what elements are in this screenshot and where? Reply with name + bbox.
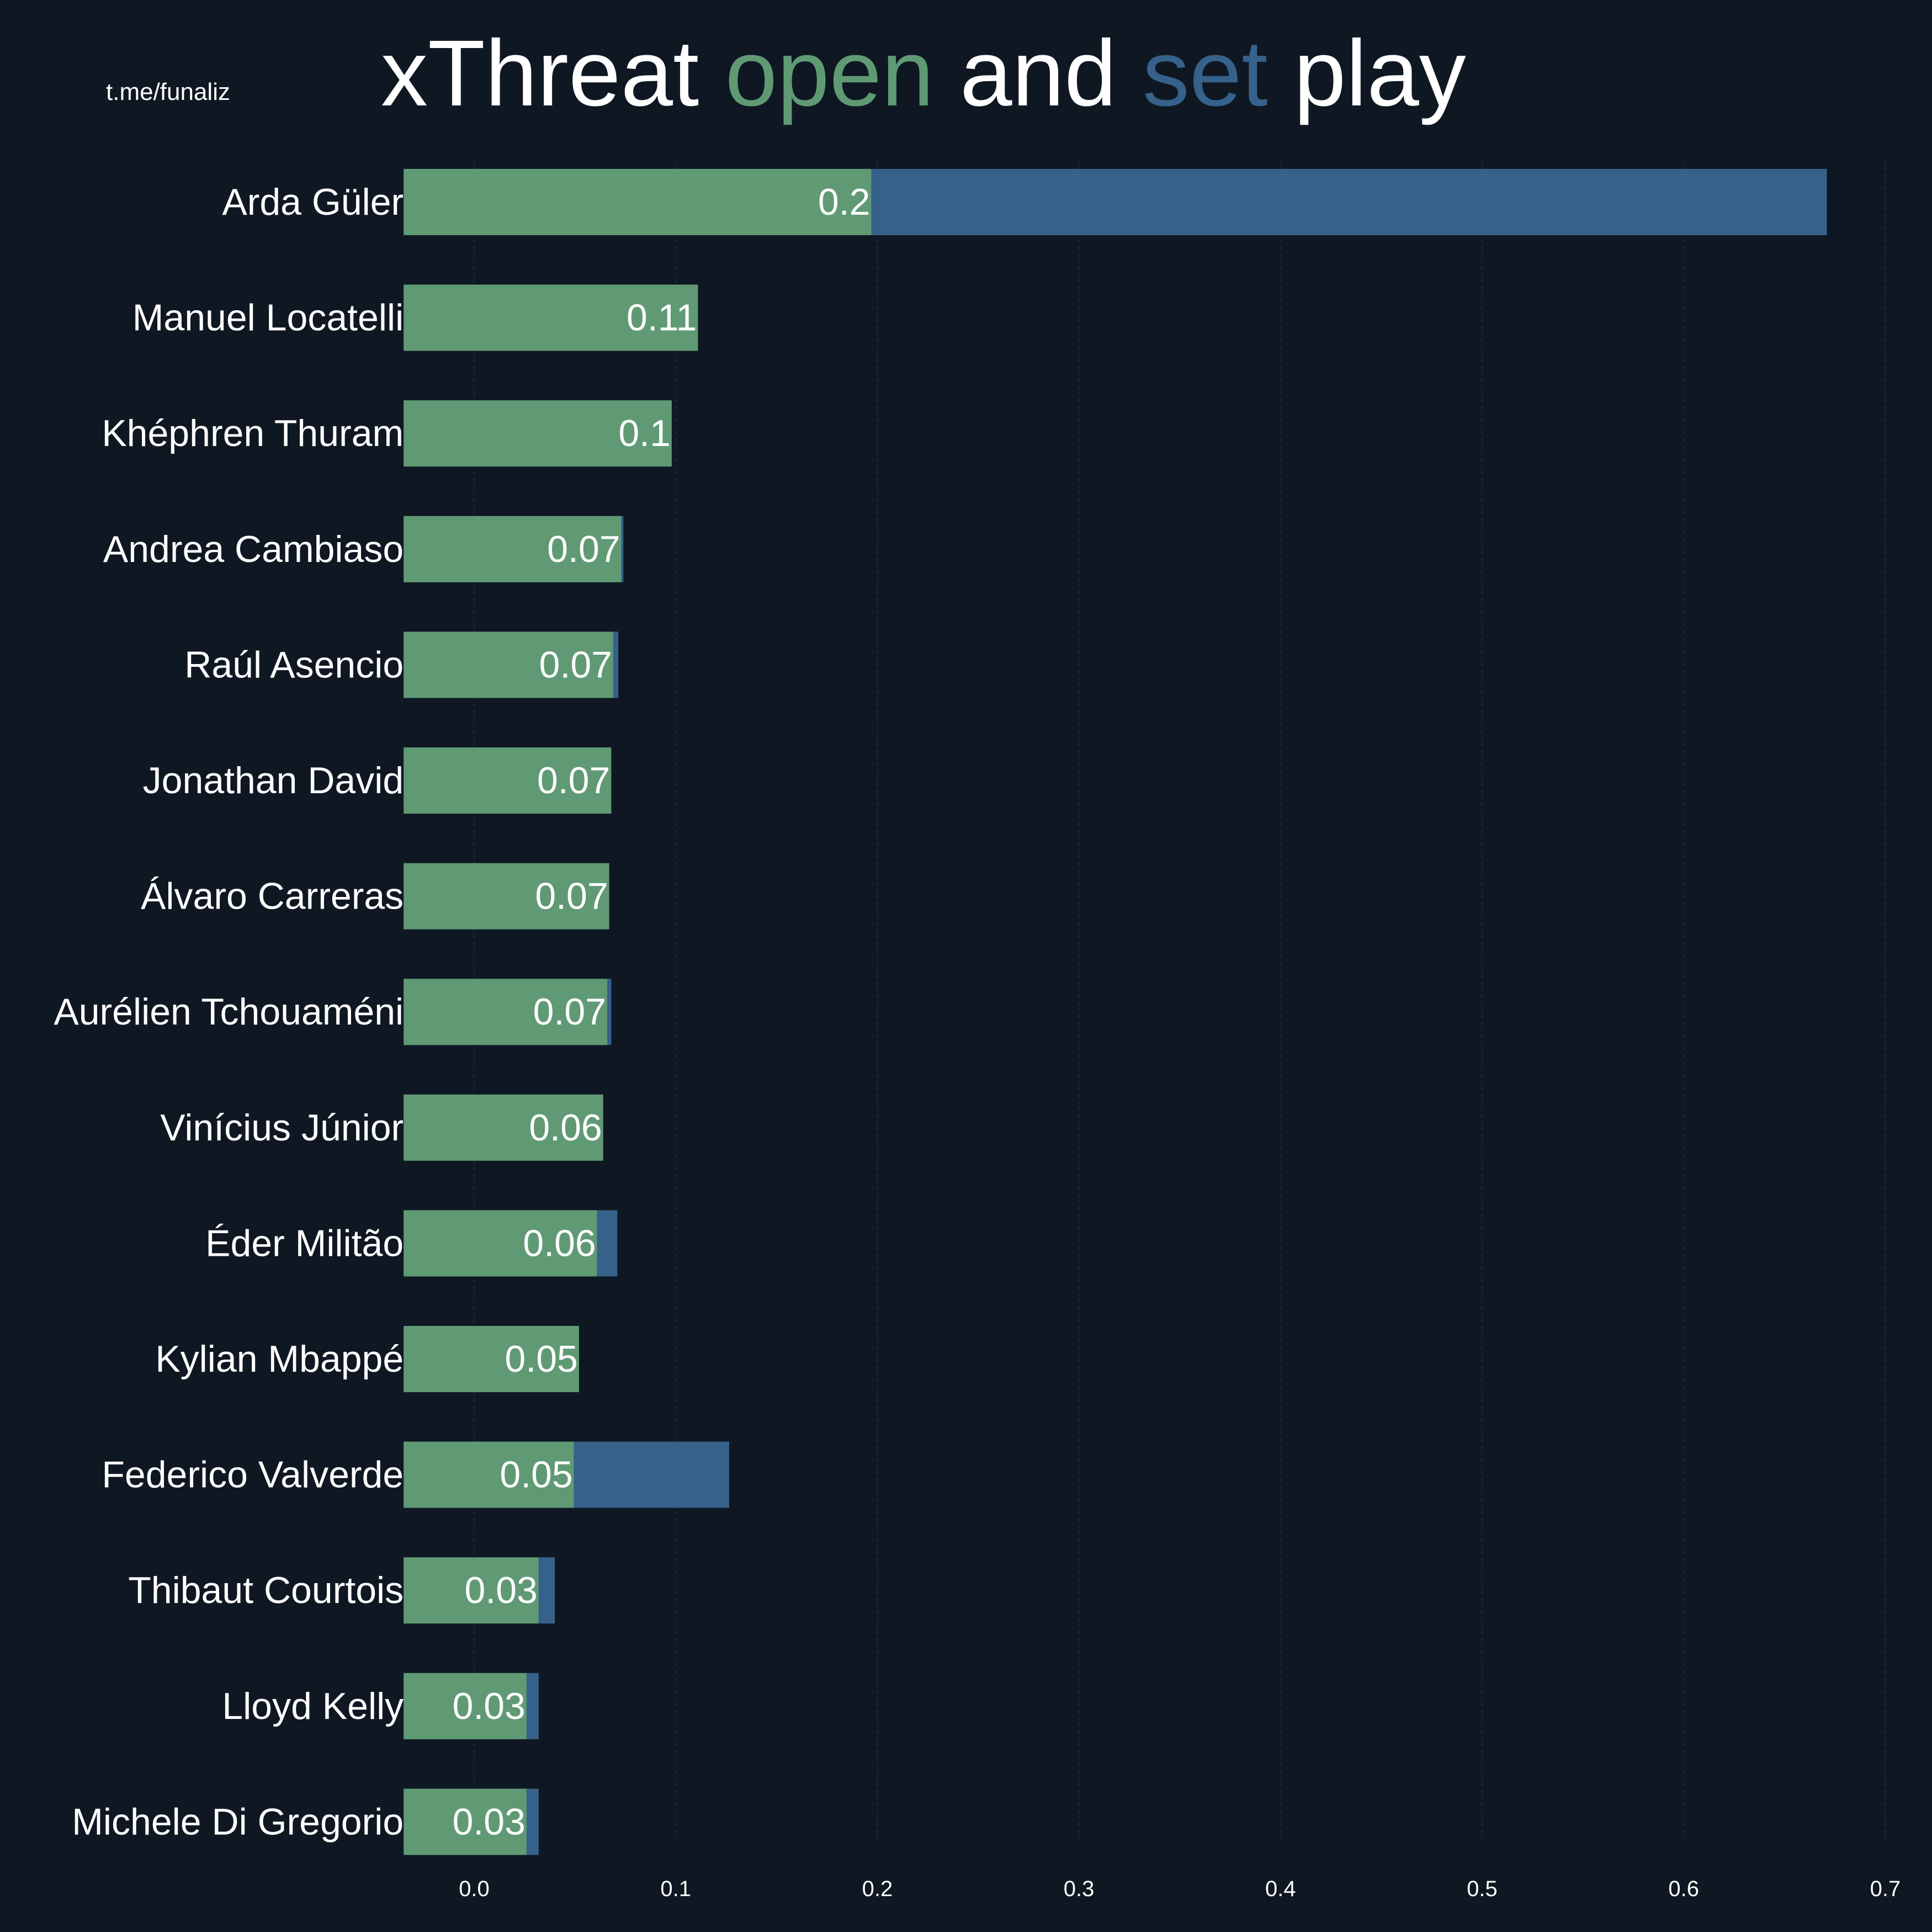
bar-set	[538, 1557, 555, 1624]
category-label: Álvaro Carreras	[141, 875, 404, 917]
category-label: Michele Di Gregorio	[72, 1801, 404, 1843]
category-label: Aurélien Tchouaméni	[54, 991, 404, 1033]
title-open: open	[725, 21, 934, 126]
x-tick-label: 0.2	[862, 1877, 893, 1901]
bar-open	[404, 631, 613, 698]
bar-open	[404, 1788, 527, 1855]
title-set: set	[1142, 21, 1268, 126]
category-label: Arda Güler	[222, 181, 404, 223]
x-tick-label: 0.4	[1265, 1877, 1296, 1901]
x-tick-label: 0.0	[459, 1877, 490, 1901]
category-label: Raúl Asencio	[184, 644, 404, 686]
bar-set	[574, 1441, 729, 1508]
bar-set	[621, 516, 624, 582]
data-label: 0.07	[533, 991, 606, 1033]
category-label: Federico Valverde	[102, 1454, 404, 1496]
bar-open	[404, 1441, 574, 1508]
bar-set	[613, 631, 619, 698]
data-label: 0.07	[535, 875, 608, 917]
bar-set	[607, 979, 612, 1045]
title-part: xThreat	[381, 21, 725, 126]
data-label: 0.05	[500, 1454, 572, 1496]
bar-open	[404, 1326, 579, 1392]
data-label: 0.07	[537, 760, 610, 802]
category-label: Andrea Cambiaso	[103, 528, 404, 570]
category-label: Éder Militão	[205, 1222, 404, 1264]
data-label: 0.06	[529, 1107, 602, 1149]
category-label: Manuel Locatelli	[132, 297, 404, 339]
data-label: 0.07	[547, 528, 620, 570]
data-label: 0.2	[818, 181, 871, 223]
bar-open	[404, 1673, 527, 1739]
data-label: 0.07	[539, 644, 612, 686]
bar-open	[404, 284, 698, 351]
bar-set	[871, 169, 1827, 235]
watermark: t.me/funaliz	[106, 78, 230, 105]
x-tick-label: 0.1	[660, 1877, 691, 1901]
title-part: and	[933, 21, 1143, 126]
x-tick-label: 0.7	[1870, 1877, 1901, 1901]
bar-open	[404, 1094, 603, 1161]
data-label: 0.11	[627, 297, 697, 339]
category-label: Thibaut Courtois	[128, 1569, 404, 1611]
category-label: Kylian Mbappé	[155, 1338, 404, 1380]
bar-open	[404, 863, 609, 930]
bar-open	[404, 1210, 597, 1277]
x-tick-label: 0.5	[1467, 1877, 1498, 1901]
bar-open	[404, 169, 872, 235]
category-label: Lloyd Kelly	[222, 1685, 404, 1727]
data-label: 0.1	[618, 412, 671, 454]
bar-set	[526, 1788, 539, 1855]
bar-set	[597, 1210, 618, 1277]
data-label: 0.03	[453, 1685, 526, 1727]
category-label: Jonathan David	[143, 760, 404, 802]
category-label: Vinícius Júnior	[160, 1107, 404, 1149]
x-tick-label: 0.3	[1064, 1877, 1095, 1901]
bar-set	[526, 1673, 539, 1739]
title-part: play	[1267, 21, 1466, 126]
bar-open	[404, 979, 608, 1045]
data-label: 0.06	[523, 1222, 596, 1264]
bar-open	[404, 1557, 539, 1624]
data-label: 0.03	[453, 1801, 526, 1843]
data-label: 0.05	[505, 1338, 578, 1380]
chart-title: xThreat open and set play	[381, 22, 1466, 125]
bar-open	[404, 400, 672, 467]
bar-open	[404, 516, 622, 582]
category-label: Khéphren Thuram	[102, 412, 404, 454]
x-tick-label: 0.6	[1668, 1877, 1699, 1901]
bar-open	[404, 747, 612, 814]
data-label: 0.03	[465, 1569, 538, 1611]
